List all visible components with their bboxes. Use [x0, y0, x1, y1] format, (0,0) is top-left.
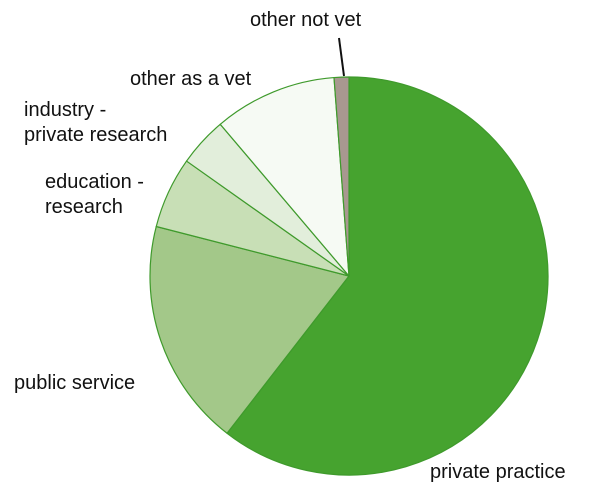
label-line: other as a vet [130, 68, 252, 90]
label-line: research [45, 196, 123, 218]
label-private-practice: private practice [430, 461, 566, 483]
label-line: private research [24, 124, 167, 146]
pie-slice-other-not-vet [333, 76, 350, 277]
label-other-as-a-vet: other as a vet [130, 68, 252, 90]
label-education-research: education - research [45, 171, 144, 218]
label-line: public service [14, 372, 135, 394]
label-line: education - [45, 171, 144, 193]
label-public-service: public service [14, 372, 135, 394]
pie-slice-private-practice [226, 76, 549, 476]
other-not-vet-leader-line [338, 37, 345, 77]
pie-slices [149, 76, 549, 476]
label-line: industry - [24, 99, 106, 121]
pie-slice-public-service [149, 225, 350, 434]
label-other-not-vet: other not vet [250, 9, 362, 31]
pie-labels: private practice public service education … [14, 9, 566, 483]
label-line: private practice [430, 461, 566, 483]
label-line: other not vet [250, 9, 362, 31]
pie-slice-other-as-a-vet [219, 76, 350, 277]
label-industry-private-research: industry - private research [24, 99, 167, 146]
